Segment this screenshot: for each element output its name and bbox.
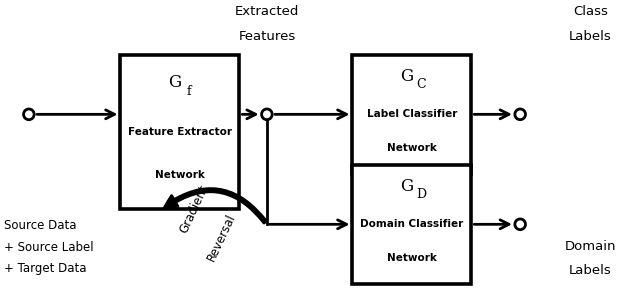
Text: G: G xyxy=(169,74,182,91)
Text: Features: Features xyxy=(238,30,295,43)
Text: Labels: Labels xyxy=(569,265,612,278)
Text: G: G xyxy=(401,178,414,195)
Text: + Target Data: + Target Data xyxy=(4,262,87,275)
Text: Class: Class xyxy=(573,5,608,18)
Text: Gradient: Gradient xyxy=(177,183,210,236)
Text: Network: Network xyxy=(387,253,437,262)
Text: + Source Label: + Source Label xyxy=(4,241,94,254)
FancyBboxPatch shape xyxy=(352,55,471,174)
Text: Network: Network xyxy=(387,142,437,153)
Text: C: C xyxy=(416,78,426,91)
Text: Network: Network xyxy=(155,170,205,180)
FancyBboxPatch shape xyxy=(352,165,471,284)
Ellipse shape xyxy=(515,219,526,230)
Text: Reversal: Reversal xyxy=(205,212,238,263)
Text: D: D xyxy=(416,188,426,201)
FancyBboxPatch shape xyxy=(121,55,239,209)
Text: Source Data: Source Data xyxy=(4,219,77,232)
Text: Domain: Domain xyxy=(565,240,616,253)
Text: Extracted: Extracted xyxy=(234,5,299,18)
Text: Labels: Labels xyxy=(569,30,612,43)
Ellipse shape xyxy=(262,109,272,120)
Text: Feature Extractor: Feature Extractor xyxy=(128,127,232,137)
Text: f: f xyxy=(187,85,192,98)
Text: G: G xyxy=(401,68,414,85)
Ellipse shape xyxy=(24,109,34,120)
Text: Domain Classifier: Domain Classifier xyxy=(360,219,463,229)
Ellipse shape xyxy=(515,109,526,120)
Text: Label Classifier: Label Classifier xyxy=(366,109,457,119)
FancyArrowPatch shape xyxy=(164,189,266,223)
